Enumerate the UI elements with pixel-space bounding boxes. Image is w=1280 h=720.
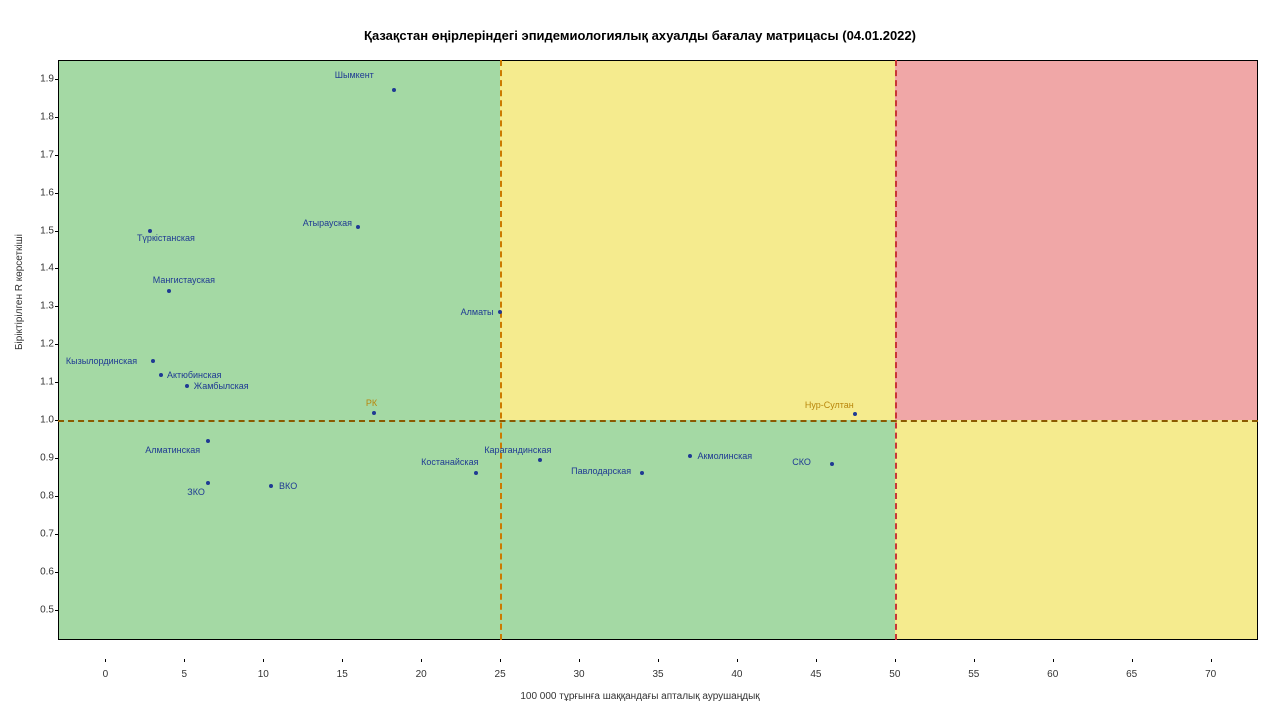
data-point-label: Нур-Султан — [805, 400, 854, 410]
data-point — [269, 484, 273, 488]
y-tick-label: 0.5 — [32, 604, 54, 615]
data-point-label: Павлодарская — [571, 466, 631, 476]
data-point — [167, 289, 171, 293]
risk-zone — [500, 60, 895, 420]
y-tick-label: 1.0 — [32, 415, 54, 426]
y-tick-label: 0.8 — [32, 490, 54, 501]
x-tick-label: 65 — [1126, 669, 1137, 680]
y-tick-label: 0.6 — [32, 566, 54, 577]
data-point-label: ЗКО — [187, 487, 205, 497]
data-point — [830, 462, 834, 466]
y-tick-label: 1.5 — [32, 225, 54, 236]
threshold-line-vertical — [895, 60, 897, 640]
data-point — [474, 471, 478, 475]
data-point-label: Атырауская — [303, 218, 352, 228]
x-tick-label: 70 — [1205, 669, 1216, 680]
data-point — [392, 88, 396, 92]
y-tick-label: 1.7 — [32, 149, 54, 160]
data-point — [356, 225, 360, 229]
data-point-label: Алматинская — [145, 445, 200, 455]
x-tick-label: 60 — [1047, 669, 1058, 680]
x-tick-label: 15 — [337, 669, 348, 680]
y-tick-label: 0.9 — [32, 453, 54, 464]
y-tick-label: 0.7 — [32, 528, 54, 539]
x-tick-label: 10 — [258, 669, 269, 680]
x-tick-label: 45 — [810, 669, 821, 680]
data-point — [148, 229, 152, 233]
data-point-label: Түркістанская — [137, 233, 195, 243]
data-point — [151, 359, 155, 363]
risk-zone — [895, 60, 1258, 420]
x-axis-label: 100 000 тұрғынға шаққандағы апталық ауру… — [0, 691, 1280, 702]
data-point — [538, 458, 542, 462]
data-point — [498, 310, 502, 314]
data-point-label: ВКО — [279, 481, 297, 491]
data-point-label: Жамбылская — [194, 381, 249, 391]
chart-container: Қазақстан өңірлеріндегі эпидемиологиялық… — [0, 0, 1280, 720]
y-tick-label: 1.1 — [32, 377, 54, 388]
threshold-line-vertical — [500, 60, 502, 640]
y-tick-label: 1.9 — [32, 73, 54, 84]
data-point — [688, 454, 692, 458]
y-tick-label: 1.6 — [32, 187, 54, 198]
threshold-line-horizontal — [58, 420, 1258, 422]
y-axis-label: Біріктірілген R көрсеткіші — [14, 234, 25, 350]
x-tick-label: 30 — [573, 669, 584, 680]
x-tick-label: 35 — [652, 669, 663, 680]
plot-area: Шымкент Түркістанская Атырауская Мангистаус… — [58, 60, 1258, 640]
data-point-label: Алматы — [461, 307, 494, 317]
data-point-label: РК — [366, 398, 377, 408]
x-tick-label: 40 — [731, 669, 742, 680]
x-tick-label: 55 — [968, 669, 979, 680]
data-point-label: Кызылординская — [66, 356, 137, 366]
data-point-label: Актюбинская — [167, 370, 222, 380]
x-tick-label: 50 — [889, 669, 900, 680]
data-point-label: Мангистауская — [153, 275, 215, 285]
x-tick-label: 20 — [416, 669, 427, 680]
data-point — [853, 412, 857, 416]
data-point-label: Костанайская — [421, 457, 478, 467]
chart-title: Қазақстан өңірлеріндегі эпидемиологиялық… — [0, 28, 1280, 43]
data-point — [185, 384, 189, 388]
data-point-label: Акмолинская — [697, 451, 752, 461]
x-tick-label: 0 — [103, 669, 109, 680]
y-tick-label: 1.8 — [32, 111, 54, 122]
data-point — [159, 373, 163, 377]
y-tick-label: 1.3 — [32, 301, 54, 312]
x-tick-label: 5 — [182, 669, 188, 680]
data-point — [206, 439, 210, 443]
y-tick-label: 1.2 — [32, 339, 54, 350]
data-point — [206, 481, 210, 485]
data-point-label: Карагандинская — [484, 445, 551, 455]
data-point-label: СКО — [792, 457, 811, 467]
data-point — [640, 471, 644, 475]
x-tick-label: 25 — [495, 669, 506, 680]
risk-zone — [895, 420, 1258, 640]
data-point — [372, 411, 376, 415]
y-tick-label: 1.4 — [32, 263, 54, 274]
data-point-label: Шымкент — [335, 70, 374, 80]
